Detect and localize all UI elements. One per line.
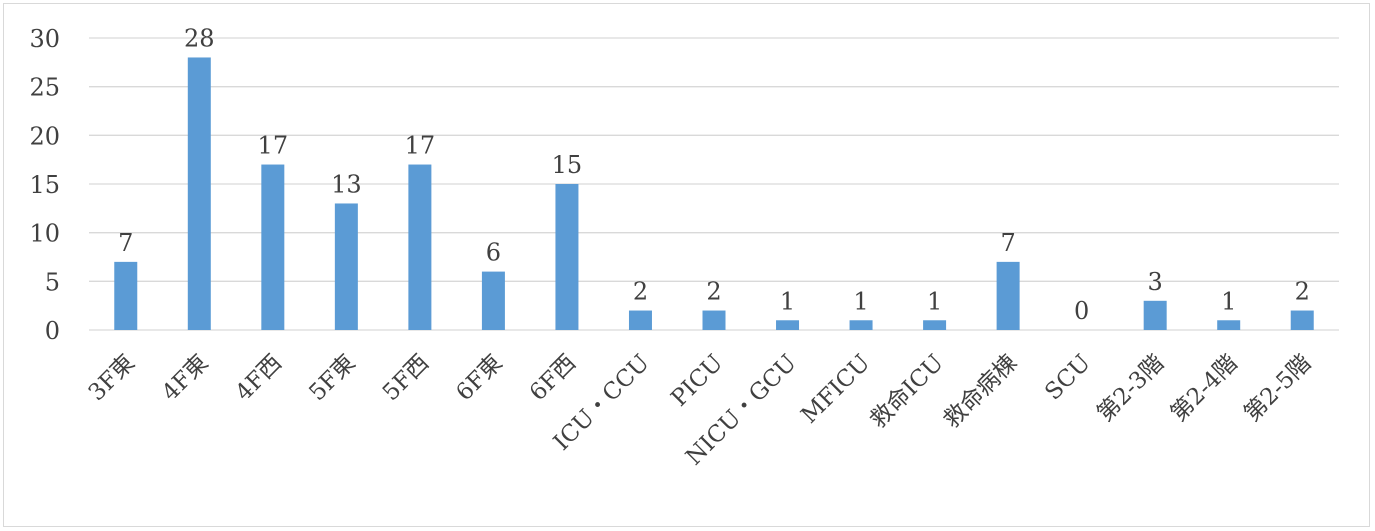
x-tick-label: 第2-5階 <box>1239 350 1316 427</box>
bar <box>408 164 432 330</box>
data-label: 28 <box>184 24 215 52</box>
x-tick-label: 第2-3階 <box>1092 350 1169 427</box>
bar <box>334 203 358 330</box>
data-label: 7 <box>1000 229 1015 257</box>
data-label: 17 <box>405 132 436 160</box>
x-tick-label: MFICU <box>796 350 875 429</box>
bar <box>923 320 947 330</box>
y-tick-label: 25 <box>29 74 60 102</box>
data-label: 17 <box>258 132 289 160</box>
data-label: 1 <box>1221 287 1236 315</box>
x-tick-label: 第2-4階 <box>1166 350 1243 427</box>
x-tick-label: 4F西 <box>231 350 287 406</box>
bars <box>114 57 1314 330</box>
data-label: 0 <box>1074 297 1089 325</box>
x-tick-label: 4F東 <box>157 350 213 406</box>
x-tick-label: SCU <box>1040 350 1096 406</box>
y-tick-label: 15 <box>29 171 60 199</box>
x-tick-label: 6F東 <box>451 350 507 406</box>
data-label: 7 <box>118 229 133 257</box>
bar <box>481 271 505 330</box>
data-label: 1 <box>927 287 942 315</box>
y-tick-label: 0 <box>45 317 60 345</box>
data-label: 6 <box>486 239 501 267</box>
x-tick-label: PICU <box>666 350 728 412</box>
x-tick-label: 3F東 <box>84 350 140 406</box>
bar <box>628 310 652 330</box>
chart-frame: 0 5 10 15 20 25 30 7 28 17 13 17 6 15 2 2 1 1 1 7 0 3 1 2 3F東 4… <box>3 3 1370 527</box>
bar <box>187 57 211 330</box>
data-label: 2 <box>706 278 721 306</box>
x-tick-label: 5F西 <box>378 350 434 406</box>
bar <box>702 310 726 330</box>
bar <box>555 184 579 330</box>
x-tick-label: 6F西 <box>525 350 581 406</box>
y-tick-label: 10 <box>29 220 60 248</box>
data-label: 2 <box>633 278 648 306</box>
gridlines <box>89 37 1339 331</box>
data-label: 15 <box>552 151 583 179</box>
bar <box>849 320 873 330</box>
bar <box>1217 320 1241 330</box>
data-label: 2 <box>1295 278 1310 306</box>
y-tick-label: 20 <box>29 122 60 150</box>
y-axis-ticks: 0 5 10 15 20 25 30 <box>29 25 60 345</box>
bar <box>1143 300 1167 330</box>
data-label: 1 <box>853 287 868 315</box>
data-label: 1 <box>780 287 795 315</box>
bar <box>261 164 285 330</box>
y-tick-label: 5 <box>45 268 60 296</box>
x-tick-label: 救命病棟 <box>939 350 1022 433</box>
data-label: 3 <box>1148 268 1163 296</box>
bar <box>114 261 138 330</box>
y-tick-label: 30 <box>29 25 60 53</box>
x-tick-label: 5F東 <box>304 350 360 406</box>
x-tick-label: 救命ICU <box>865 350 948 433</box>
bar <box>996 261 1020 330</box>
bar <box>776 320 800 330</box>
bar <box>1290 310 1314 330</box>
data-label: 13 <box>331 170 362 198</box>
